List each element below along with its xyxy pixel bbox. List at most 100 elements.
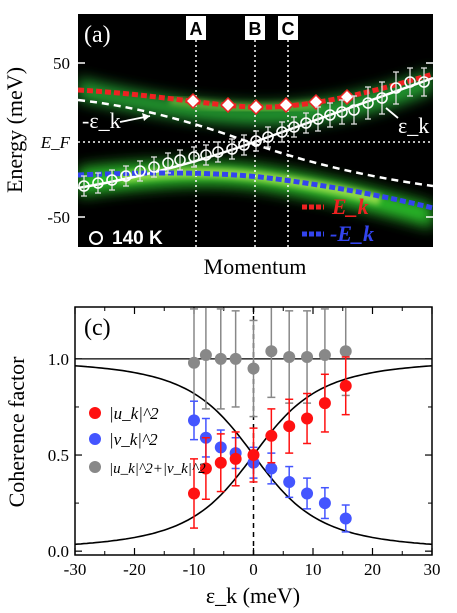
svg-text:ε_k: ε_k: [398, 113, 429, 138]
panel-c-ylabel: Coherence factor: [4, 356, 29, 508]
dispersion-point: [262, 126, 274, 148]
ytick-50: 50: [53, 54, 70, 73]
dispersion-point: [276, 121, 288, 143]
data-point-series-0: [318, 373, 331, 433]
marker-box-C: [278, 16, 298, 40]
dispersion-point: [188, 146, 200, 168]
ytick-label: 1.0: [48, 350, 69, 369]
dispersion-point: [238, 134, 250, 156]
panel-c-label: (c): [84, 315, 111, 341]
dispersion-point: [300, 112, 312, 134]
data-point-series-1: [188, 400, 200, 441]
data-point-series-2: [229, 310, 242, 408]
data-point-series-0: [188, 458, 200, 529]
xtick-label: -30: [64, 560, 87, 579]
gap-diamond-markers: [184, 88, 356, 116]
dispersion-point: [250, 130, 262, 152]
dispersion-point: [390, 71, 402, 105]
legend-v-marker: [89, 433, 101, 445]
data-point-series-0: [265, 408, 278, 464]
dispersion-point: [106, 169, 118, 191]
dispersion-point: [78, 175, 90, 197]
data-point-series-1: [283, 465, 296, 499]
legend-v-label: |v_k|^2: [109, 430, 158, 449]
diamond-marker: [184, 92, 202, 110]
dispersion-point: [312, 106, 324, 132]
panel-a-label: (a): [84, 22, 111, 48]
ytick-minus50: -50: [47, 208, 70, 227]
xtick-label: 10: [305, 560, 322, 579]
marker-label-A: A: [190, 19, 203, 39]
data-point-series-1: [339, 504, 352, 533]
dispersion-point: [288, 116, 300, 138]
data-point-series-1: [318, 486, 331, 520]
panel-a-ylabel: Energy (meV): [2, 67, 27, 193]
upper-band-intensity: [78, 70, 433, 125]
dispersion-point: [120, 165, 132, 187]
dispersion-point: [404, 67, 416, 97]
dispersion-point: [92, 172, 104, 194]
svg-text:-ε_k: -ε_k: [82, 108, 121, 133]
diamond-marker: [247, 98, 265, 116]
dispersion-point: [418, 67, 430, 97]
dispersion-point: [362, 86, 374, 120]
ytick-label: 0.0: [48, 542, 69, 561]
dispersion-point: [174, 149, 186, 171]
data-point-series-0: [229, 431, 242, 487]
legend-u-marker: [89, 407, 101, 419]
ytick-ef: E_F: [40, 133, 71, 152]
data-point-series-0: [199, 436, 212, 500]
marker-box-B: [245, 16, 265, 40]
data-point-series-2: [247, 319, 260, 418]
dispersion-point: [348, 95, 360, 125]
data-point-series-0: [247, 427, 260, 483]
xtick-label: 20: [364, 560, 381, 579]
data-point-series-2: [265, 308, 278, 399]
minus-eps-annotation: -ε_k: [82, 108, 151, 133]
ytick-label: 0.5: [48, 446, 69, 465]
dispersion-point: [226, 138, 238, 160]
data-point-series-1: [301, 477, 314, 510]
minus-ek-blue-dashed: [78, 170, 433, 211]
marker-label-C: C: [282, 19, 295, 39]
eps-annotation: ε_k: [385, 107, 429, 138]
dispersion-point: [376, 81, 388, 115]
data-point-series-0: [283, 398, 296, 454]
panel-c-xlabel: ε_k (meV): [206, 583, 300, 608]
data-point-series-2: [214, 308, 227, 410]
panel-c-coherence-factor: -30 -20 -10 0 10 20 30 0.0 0.5 1.0 (c) |u_k|^2 |v…: [4, 306, 441, 608]
panel-c-legend: |u_k|^2 |v_k|^2 |u_k|^2+|v_k|^2: [89, 404, 206, 477]
data-point-series-2: [199, 308, 212, 410]
panel-c-ticks: -30 -20 -10 0 10 20 30 0.0 0.5 1.0: [48, 307, 441, 579]
dispersion-point: [324, 102, 336, 128]
xtick-label: 30: [424, 560, 441, 579]
marker-box-A: [186, 16, 206, 40]
dispersion-point: [162, 152, 174, 174]
dispersion-point: [148, 156, 160, 178]
legend-u-label: |u_k|^2: [109, 404, 159, 423]
diamond-marker: [219, 96, 237, 114]
dispersion-point: [200, 144, 212, 166]
band-legend: E_k -E_k: [302, 194, 374, 246]
data-point-series-0: [214, 433, 227, 493]
panel-a-xlabel: Momentum: [204, 254, 307, 279]
marker-label-B: B: [249, 19, 262, 39]
dispersion-open-circles: [78, 67, 430, 197]
svg-text:E_k: E_k: [331, 194, 369, 219]
dispersion-point: [134, 160, 146, 182]
dispersion-point: [336, 99, 348, 125]
svg-text:140 K: 140 K: [112, 228, 163, 249]
legend-sum-marker: [89, 461, 101, 473]
svg-text:-E_k: -E_k: [330, 221, 374, 246]
panel-c-data-points: [188, 308, 352, 533]
dispersion-point: [212, 141, 224, 163]
diamond-marker: [277, 96, 295, 114]
data-point-series-0: [301, 392, 314, 445]
xtick-label: -10: [183, 560, 206, 579]
minus-epsilon-k-curve: [78, 98, 433, 188]
panel-a-yaxis: 50 E_F -50: [40, 54, 433, 227]
diamond-marker: [307, 93, 325, 111]
